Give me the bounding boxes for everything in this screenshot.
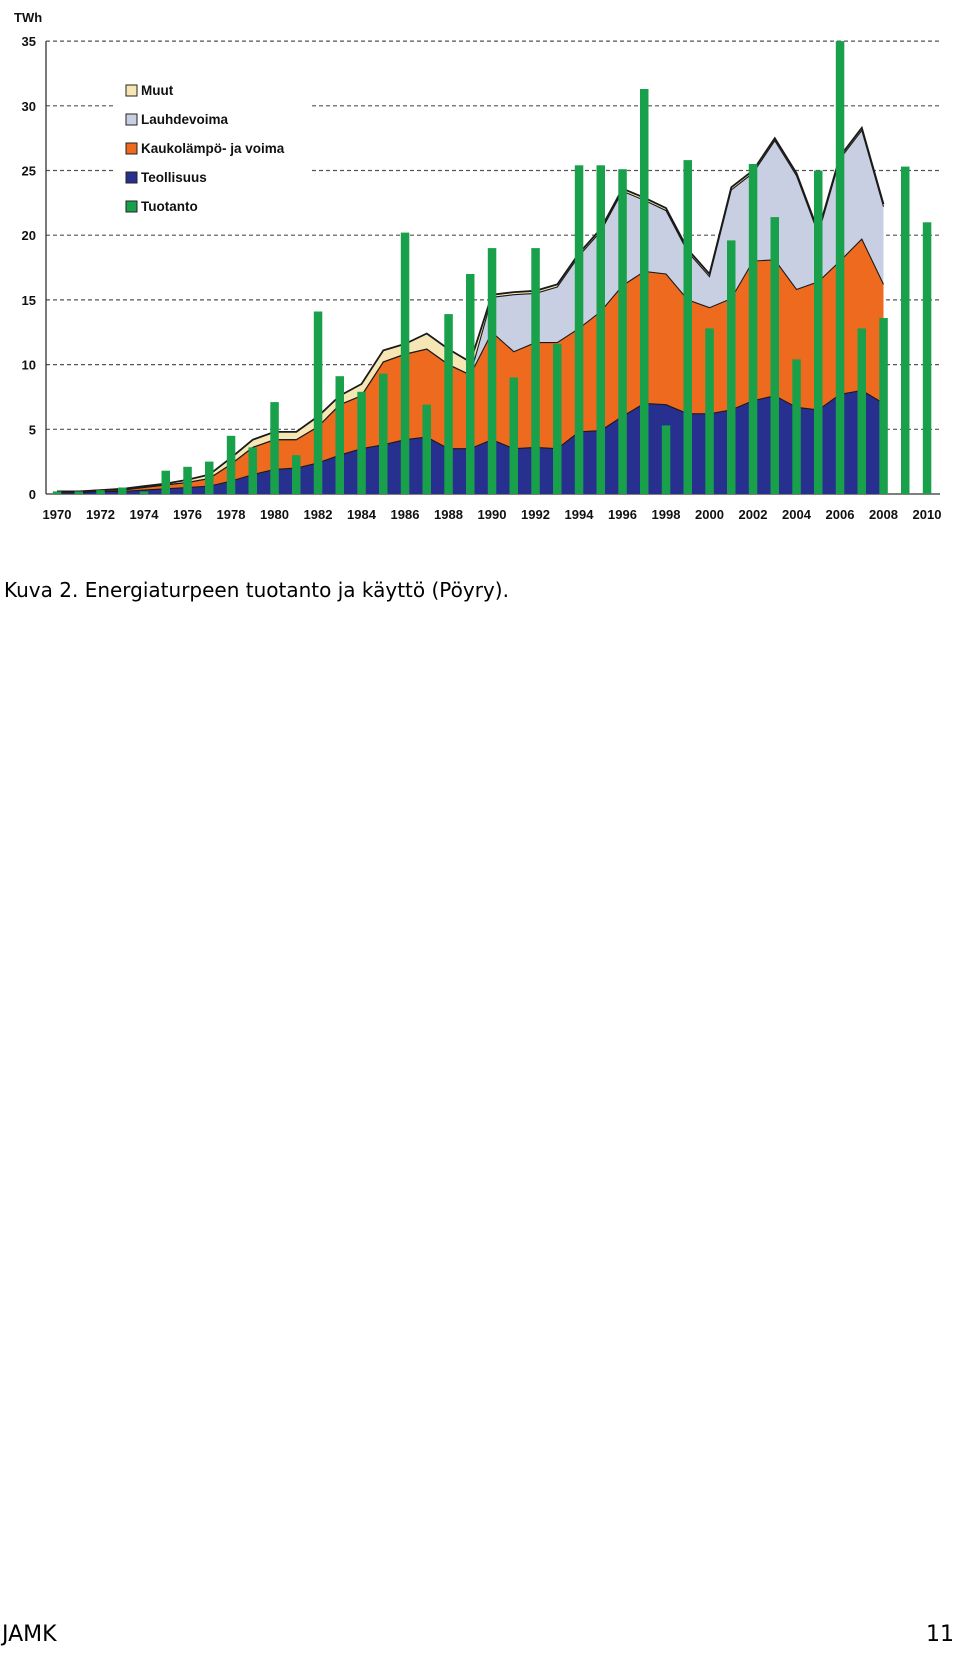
legend-label-2: Lauhdevoima (141, 112, 229, 127)
x-tick-label-1976: 1976 (173, 507, 202, 522)
x-tick-label-2002: 2002 (739, 507, 768, 522)
x-tick-label-1980: 1980 (260, 507, 289, 522)
bar-tuotanto-2005 (814, 170, 823, 494)
bar-tuotanto-2001 (727, 240, 736, 494)
bar-tuotanto-1988 (444, 314, 453, 494)
x-tick-label-1974: 1974 (130, 507, 160, 522)
area-teollisuus (57, 390, 884, 494)
bar-tuotanto-2006 (835, 41, 845, 494)
x-tick-label-2008: 2008 (869, 507, 898, 522)
bar-tuotanto-1975 (161, 470, 170, 494)
bar-tuotanto-1999 (683, 160, 692, 494)
x-tick-label-1984: 1984 (347, 507, 377, 522)
bar-tuotanto-2000 (705, 328, 714, 494)
x-tick-label-1982: 1982 (304, 507, 333, 522)
bar-tuotanto-1976 (183, 466, 192, 494)
bar-tuotanto-1993 (553, 343, 562, 494)
bar-tuotanto-1978 (226, 435, 236, 494)
bar-tuotanto-2002 (748, 164, 758, 494)
bar-tuotanto-1998 (661, 425, 671, 494)
legend-swatch-5 (125, 200, 138, 213)
caption-text: Energiaturpeen tuotanto ja käyttö (Pöyry… (84, 578, 509, 602)
area-kaukol-mp-ja-voima (57, 239, 884, 493)
x-tick-label-1994: 1994 (565, 507, 595, 522)
bar-tuotanto-1984 (357, 391, 366, 494)
legend-label-1: Muut (141, 83, 174, 98)
legend-label-4: Teollisuus (141, 170, 207, 185)
x-tick-label-2010: 2010 (913, 507, 942, 522)
bar-tuotanto-1977 (205, 461, 214, 494)
y-tick-label-35: 35 (22, 34, 36, 49)
chart-canvas: TWh 0 5 10 15 20 25 30 35 1970 1972 1974 1976 1978 198… (0, 0, 960, 545)
bar-tuotanto-1992 (531, 248, 540, 494)
bar-tuotanto-2008 (879, 318, 888, 494)
bar-tuotanto-1991 (509, 377, 518, 494)
legend-label-5: Tuotanto (141, 199, 198, 214)
bar-tuotanto-1980 (270, 402, 279, 494)
x-tick-label-1986: 1986 (391, 507, 420, 522)
figure-caption: Kuva 2. Energiaturpeen tuotanto ja käytt… (4, 578, 509, 602)
bar-tuotanto-1995 (596, 165, 605, 495)
bar-tuotanto-1972 (96, 490, 105, 494)
x-tick-label-1988: 1988 (434, 507, 463, 522)
legend-swatch-4 (125, 171, 138, 184)
bar-tuotanto-1987 (422, 404, 431, 494)
bar-tuotanto-2003 (770, 217, 779, 494)
x-tick-label-1990: 1990 (478, 507, 507, 522)
bar-tuotanto-1974 (139, 491, 149, 494)
legend-swatch-3 (125, 142, 138, 155)
bar-tuotanto-1983 (335, 376, 344, 494)
bar-tuotanto-1996 (618, 169, 627, 494)
x-tick-label-1972: 1972 (86, 507, 115, 522)
footer-page-number: 11 (926, 1622, 954, 1647)
legend-background (114, 76, 310, 221)
x-tick-label-1992: 1992 (521, 507, 550, 522)
x-tick-label-1970: 1970 (43, 507, 72, 522)
y-tick-label-10: 10 (22, 358, 36, 373)
y-tick-label-15: 15 (22, 293, 36, 308)
x-tick-label-2006: 2006 (826, 507, 855, 522)
y-tick-label-20: 20 (22, 228, 36, 243)
bar-tuotanto-1982 (313, 311, 323, 494)
footer-publisher: JAMK (2, 1622, 57, 1647)
bar-tuotanto-1986 (400, 232, 410, 494)
legend-label-3: Kaukolämpö- ja voima (141, 141, 285, 156)
bar-tuotanto-2009 (901, 166, 910, 494)
legend-swatch-1 (125, 84, 138, 97)
y-tick-label-25: 25 (22, 164, 36, 179)
bar-tuotanto-2004 (792, 359, 801, 494)
y-tick-label-0: 0 (29, 487, 36, 502)
bar-tuotanto-2010 (922, 222, 932, 495)
bar-tuotanto-1979 (248, 447, 257, 494)
bar-tuotanto-1973 (118, 487, 127, 494)
y-tick-label-5: 5 (29, 422, 36, 437)
bar-tuotanto-1985 (379, 373, 388, 494)
bar-tuotanto-1997 (640, 89, 649, 494)
x-tick-label-2000: 2000 (695, 507, 724, 522)
bar-tuotanto-1970 (52, 491, 62, 494)
x-tick-label-1978: 1978 (217, 507, 246, 522)
bar-tuotanto-1994 (574, 165, 584, 495)
caption-label: Kuva 2. (4, 578, 79, 602)
x-tick-label-2004: 2004 (782, 507, 812, 522)
y-unit-label: TWh (14, 10, 42, 25)
bar-tuotanto-2007 (857, 328, 866, 494)
legend-swatch-2 (125, 113, 138, 126)
bar-tuotanto-1981 (292, 455, 301, 494)
y-tick-label-30: 30 (22, 99, 36, 114)
energy-peat-chart: TWh 0 5 10 15 20 25 30 35 1970 1972 1974 1976 1978 198… (0, 0, 960, 545)
bar-tuotanto-1971 (74, 491, 83, 494)
bar-tuotanto-1990 (487, 248, 497, 494)
bar-tuotanto-1989 (466, 274, 475, 494)
x-tick-label-1998: 1998 (652, 507, 681, 522)
x-tick-label-1996: 1996 (608, 507, 637, 522)
